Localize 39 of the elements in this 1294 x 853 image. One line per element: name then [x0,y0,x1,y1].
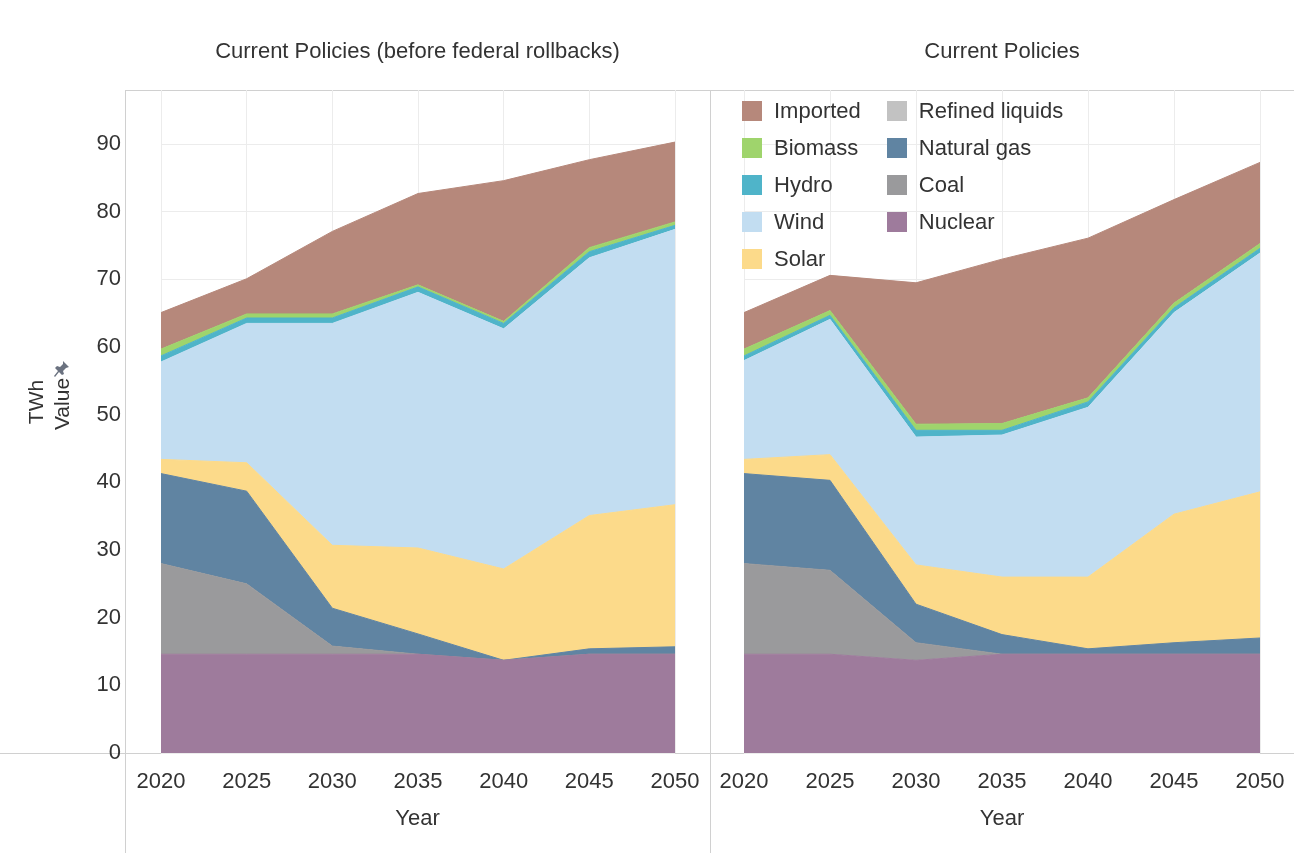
y-tick-label: 0 [108,739,121,765]
text: Value [50,376,74,433]
legend-label: Wind [774,208,825,235]
x-tick-label: 2040 [479,768,529,794]
x-tick-label: 2035 [977,768,1027,794]
legend-label: Nuclear [918,208,995,235]
y-tick-label: 10 [96,671,121,697]
legend-label: Solar [774,245,826,272]
x-tick-label: 2030 [891,768,941,794]
x-tick-label: 2030 [307,768,357,794]
y-axis-title: TWh [24,378,48,427]
chart-title: Current Policies (before federal rollbacks) [214,37,621,65]
x-axis-title: Year [978,805,1026,832]
y-tick-label: 90 [96,130,121,156]
legend-label: Coal [918,171,965,198]
legend-label: Hydro [774,171,833,198]
y-tick-label: 40 [96,468,121,494]
y-tick-label: 80 [96,197,121,223]
x-tick-label: 2045 [564,768,614,794]
y-tick-label: 70 [96,265,121,291]
y-tick-label: 30 [96,536,121,562]
x-tick-label: 2020 [136,768,186,794]
legend-label: Refined liquids [918,97,1064,124]
x-tick-label: 2040 [1063,768,1113,794]
x-tick-label: 2020 [719,768,769,794]
legend-label: Biomass [774,134,859,161]
x-tick-label: 2025 [222,768,272,794]
y-tick-label: 20 [96,603,121,629]
chart-title: Current Policies [923,37,1081,65]
legend-label: Natural gas [918,134,1032,161]
x-tick-label: 2025 [805,768,855,794]
y-tick-label: 60 [96,333,121,359]
x-tick-label: 2050 [1235,768,1285,794]
x-tick-label: 2050 [650,768,700,794]
y-tick-label: 50 [96,400,121,426]
legend-label: Imported [774,97,861,124]
x-axis-title: Year [394,805,441,832]
x-tick-label: 2045 [1149,768,1199,794]
x-tick-label: 2035 [393,768,443,794]
